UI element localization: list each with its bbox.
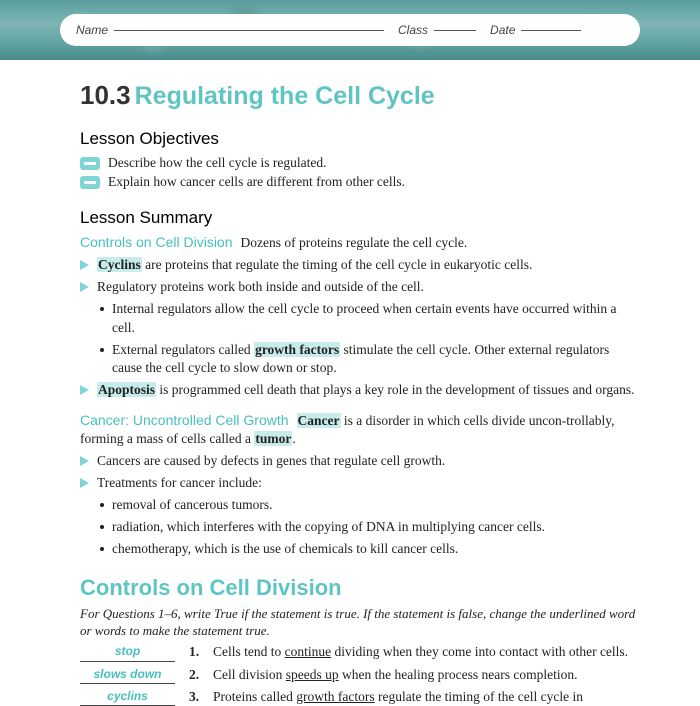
name-blank[interactable]: [114, 30, 384, 31]
section-title: Regulating the Cell Cycle: [135, 82, 435, 110]
triangle-bullet-icon: [80, 282, 89, 292]
worksheet-instructions: For Questions 1–6, write True if the sta…: [80, 606, 640, 640]
dot-bullet-icon: [100, 525, 104, 529]
highlighted-term: Apoptosis: [97, 382, 156, 397]
section-heading: 10.3 Regulating the Cell Cycle: [80, 80, 640, 111]
sub-bullet-item: Internal regulators allow the cell cycle…: [100, 300, 640, 336]
subsection-lead: Dozens of proteins regulate the cell cyc…: [241, 235, 468, 250]
bullet-item: Cyclins are proteins that regulate the t…: [80, 256, 640, 274]
answer-blank[interactable]: slows down: [80, 666, 175, 684]
sub-bullet-text: Internal regulators allow the cell cycle…: [112, 300, 640, 336]
sub-bullet-text: External regulators called growth factor…: [112, 341, 640, 377]
sub-bullet-item: radiation, which interferes with the cop…: [100, 518, 640, 536]
highlighted-term: tumor: [254, 431, 292, 446]
subsection-title: Controls on Cell Division: [80, 234, 233, 250]
sub-bullet-text: radiation, which interferes with the cop…: [112, 518, 545, 536]
objective-icon: [80, 176, 100, 189]
question-text: Cells tend to continue dividing when the…: [213, 643, 628, 661]
summary-heading: Lesson Summary: [80, 208, 640, 228]
question-text: Proteins called growth factors regulate …: [213, 688, 583, 706]
underlined-word: growth factors: [296, 689, 374, 704]
bullet-text: Apoptosis is programmed cell death that …: [97, 381, 635, 399]
dot-bullet-icon: [100, 547, 104, 551]
page-content: 10.3 Regulating the Cell Cycle Lesson Ob…: [0, 60, 700, 706]
triangle-bullet-icon: [80, 385, 89, 395]
subsection-row: Cancer: Uncontrolled Cell Growth Cancer …: [80, 412, 640, 448]
bullet-item: Cancers are caused by defects in genes t…: [80, 452, 640, 470]
answer-blank[interactable]: cyclins: [80, 688, 175, 706]
header-texture-band: Name Class Date: [0, 0, 700, 60]
objective-text: Explain how cancer cells are different f…: [108, 174, 405, 190]
bullet-item: Apoptosis is programmed cell death that …: [80, 381, 640, 399]
question-row: stop 1. Cells tend to continue dividing …: [80, 643, 640, 661]
date-label: Date: [490, 23, 515, 37]
dot-bullet-icon: [100, 503, 104, 507]
sub-bullet-item: External regulators called growth factor…: [100, 341, 640, 377]
objective-icon: [80, 157, 100, 170]
objective-item: Explain how cancer cells are different f…: [80, 174, 640, 190]
question-row: cyclins 3. Proteins called growth factor…: [80, 688, 640, 706]
question-number: 1.: [189, 643, 203, 661]
date-blank[interactable]: [521, 30, 581, 31]
highlighted-term: Cancer: [297, 413, 341, 428]
dot-bullet-icon: [100, 307, 104, 311]
bullet-item: Treatments for cancer include:: [80, 474, 640, 492]
subsection-title: Cancer: Uncontrolled Cell Growth: [80, 412, 289, 428]
dot-bullet-icon: [100, 348, 104, 352]
highlighted-term: growth factors: [254, 342, 340, 357]
section-number: 10.3: [80, 80, 131, 110]
answer-blank[interactable]: stop: [80, 643, 175, 661]
triangle-bullet-icon: [80, 260, 89, 270]
name-class-date-bar: Name Class Date: [60, 14, 640, 46]
bullet-item: Regulatory proteins work both inside and…: [80, 278, 640, 296]
name-label: Name: [76, 23, 108, 37]
bullet-text: Cyclins are proteins that regulate the t…: [97, 256, 532, 274]
bullet-text: Regulatory proteins work both inside and…: [97, 278, 424, 296]
objective-text: Describe how the cell cycle is regulated…: [108, 155, 327, 171]
underlined-word: continue: [285, 644, 332, 659]
sub-bullet-item: chemotherapy, which is the use of chemic…: [100, 540, 640, 558]
underlined-word: speeds up: [286, 667, 339, 682]
question-number: 2.: [189, 666, 203, 684]
bullet-text: Cancers are caused by defects in genes t…: [97, 452, 445, 470]
sub-bullet-item: removal of cancerous tumors.: [100, 496, 640, 514]
class-blank[interactable]: [434, 30, 476, 31]
triangle-bullet-icon: [80, 478, 89, 488]
highlighted-term: Cyclins: [97, 257, 142, 272]
triangle-bullet-icon: [80, 456, 89, 466]
sub-bullet-text: removal of cancerous tumors.: [112, 496, 272, 514]
bullet-text: Treatments for cancer include:: [97, 474, 262, 492]
sub-bullet-text: chemotherapy, which is the use of chemic…: [112, 540, 458, 558]
question-text: Cell division speeds up when the healing…: [213, 666, 577, 684]
class-label: Class: [398, 23, 428, 37]
question-number: 3.: [189, 688, 203, 706]
question-row: slows down 2. Cell division speeds up wh…: [80, 666, 640, 684]
subsection-row: Controls on Cell Division Dozens of prot…: [80, 234, 640, 252]
objectives-heading: Lesson Objectives: [80, 129, 640, 149]
objective-item: Describe how the cell cycle is regulated…: [80, 155, 640, 171]
worksheet-heading: Controls on Cell Division: [80, 575, 640, 601]
